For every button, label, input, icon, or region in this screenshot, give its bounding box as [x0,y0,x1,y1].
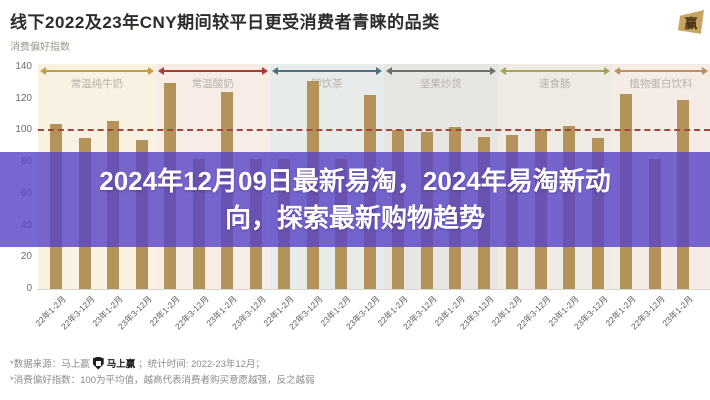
category-label: 常温纯牛奶 [70,78,124,90]
footnote-logo-text: 马上赢 [106,359,136,370]
reference-line-100 [38,129,710,132]
category-label: 即饮茶 [311,78,343,90]
arrow-head-left-icon [385,67,392,75]
footnote-data-source: *数据来源：马上赢 马上赢 ；统计时间: 2022-23年12月； [10,356,265,370]
category-label: 植物蛋白饮料 [629,78,693,90]
footnote-index-note: *消费偏好指数：100为平均值，越高代表消费者购买意愿越强，反之越弱 [10,375,315,386]
category-range-arrow [276,70,377,72]
arrow-head-right-icon [147,67,154,75]
arrow-head-right-icon [702,67,708,75]
category-label: 常温酸奶 [191,78,234,90]
y-tick-label: 20 [20,251,32,263]
arrow-head-left-icon [499,67,506,75]
chart-title: 线下2022及23年CNY期间较平日更受消费者青睐的品类 [10,13,440,32]
promo-overlay-banner: 2024年12月09日最新易淘，2024年易淘新动 向，探索最新购物趋势 [0,152,710,247]
arrow-head-left-icon [157,67,164,75]
y-tick-label: 140 [15,60,32,72]
brand-logo-char: 赢 [684,16,698,31]
footnote-source-suffix: ；统计时间: 2022-23年12月； [138,359,265,370]
brand-logo-icon: 赢 [676,6,706,40]
category-range-arrow [45,70,149,72]
arrow-head-left-icon [613,67,620,75]
arrow-head-right-icon [375,67,382,75]
y-tick-label: 100 [15,124,32,136]
footnote-source-prefix: *数据来源：马上赢 [10,359,90,370]
y-tick-label: 0 [26,283,32,294]
arrow-head-left-icon [40,67,46,75]
arrow-head-right-icon [261,67,268,75]
y-axis-title: 消费偏好指数 [10,42,70,53]
category-range-arrow [618,70,703,72]
y-tick-label: 120 [15,92,32,104]
arrow-head-left-icon [271,67,278,75]
x-axis-line [37,289,710,290]
category-range-arrow [504,70,605,72]
shield-logo-icon [92,356,104,370]
arrow-head-right-icon [489,67,496,75]
category-range-arrow [390,70,491,72]
category-range-arrow [162,70,263,72]
category-label: 坚果炒货 [419,78,462,90]
overlay-text-line2: 向，探索最新购物趋势 [224,202,485,233]
arrow-head-right-icon [603,67,610,75]
gold-flag-icon [678,10,704,34]
overlay-text-line1: 2024年12月09日最新易淘，2024年易淘新动 [99,165,611,196]
category-label: 速食肠 [539,78,571,90]
